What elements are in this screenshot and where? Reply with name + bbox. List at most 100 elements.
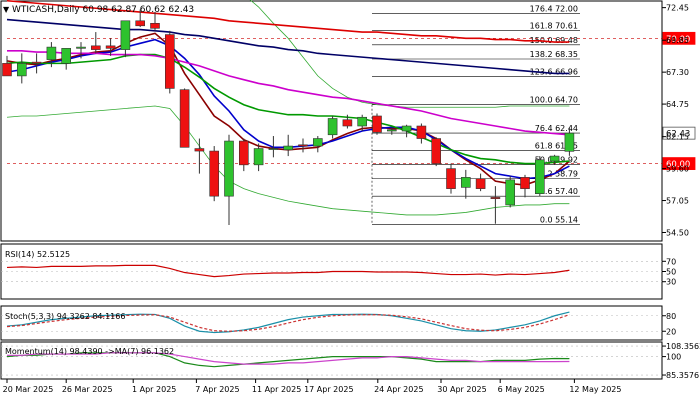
rsi-tick-label: 70 xyxy=(666,257,676,266)
candle-body xyxy=(386,129,397,132)
stoch-tick-label: 20 xyxy=(666,327,676,336)
moving-average-line-4 xyxy=(7,50,570,136)
x-tick-label: 24 Apr 2025 xyxy=(374,385,423,394)
candle-body xyxy=(253,148,264,166)
candle-10 xyxy=(135,9,145,28)
candle-body xyxy=(268,148,279,150)
candle-27 xyxy=(386,127,397,135)
candle-1 xyxy=(2,55,12,77)
fib-label-161.8: 161.8 70.61 xyxy=(530,22,578,31)
candle-23 xyxy=(327,115,338,139)
candle-19 xyxy=(268,136,279,158)
price-marker-box xyxy=(662,126,696,140)
candle-body xyxy=(209,150,219,197)
y-tick-label: 62.15 xyxy=(666,133,689,142)
momentum-tick-label: 100 xyxy=(666,353,681,362)
momentum-tick-label: 108.3562 xyxy=(666,342,700,351)
fib-label-38.2: 38.2 58.79 xyxy=(535,170,578,179)
candle-7 xyxy=(91,32,101,54)
momentum-series-line-2 xyxy=(7,352,570,365)
candle-38 xyxy=(549,154,560,165)
candle-24 xyxy=(342,114,353,129)
fib-label-176.4: 176.4 72.00 xyxy=(530,4,578,13)
x-tick-label: 12 May 2025 xyxy=(569,385,621,394)
price-marker-box xyxy=(662,31,696,45)
price-marker-box xyxy=(662,157,696,170)
y-tick-label: 67.30 xyxy=(666,68,689,77)
fib-label-150.0: 150.0 69.48 xyxy=(530,36,578,45)
candle-body xyxy=(534,159,545,194)
candle-body xyxy=(150,22,160,29)
candle-body xyxy=(105,45,116,49)
candle-35 xyxy=(505,176,516,208)
candle-3 xyxy=(31,53,42,74)
fib-label-123.6: 123.6 66.96 xyxy=(530,67,578,76)
candle-body xyxy=(490,197,501,199)
x-tick-label: 17 Apr 2025 xyxy=(304,385,353,394)
candle-body xyxy=(76,46,86,49)
candle-body xyxy=(239,140,249,166)
fib-label-23.6: 23.6 57.40 xyxy=(535,187,578,196)
candle-26 xyxy=(372,113,382,135)
moving-average-line-5 xyxy=(6,18,570,75)
candle-16 xyxy=(224,134,234,225)
candle-body xyxy=(505,179,516,206)
rsi-label: RSI(14) 52.5125 xyxy=(5,250,70,259)
fib-label-61.8: 61.8 61.05 xyxy=(535,141,578,150)
candle-body xyxy=(298,144,308,147)
candle-body xyxy=(401,125,412,132)
momentum-label: Momentum(14) 98.4390 ->MA(7) 96.1362 xyxy=(5,347,174,356)
y-tick-label: 72.45 xyxy=(666,4,689,13)
candle-29 xyxy=(416,123,427,144)
candle-39 xyxy=(564,127,575,156)
candle-4 xyxy=(46,42,57,68)
moving-average-line-3 xyxy=(6,53,570,165)
candle-15 xyxy=(209,146,219,202)
y-tick-label: 57.05 xyxy=(666,197,689,206)
price-marker-label: 70.00 xyxy=(666,35,690,45)
y-tick-label: 54.50 xyxy=(666,228,689,237)
candle-body xyxy=(446,168,456,189)
candle-13 xyxy=(179,88,190,148)
x-tick-label: 26 Mar 2025 xyxy=(62,385,113,394)
candle-body xyxy=(46,46,57,60)
candle-body xyxy=(61,48,72,64)
stoch-label: Stoch(5,3,3) 94.3262 84.1166 xyxy=(5,312,125,321)
candle-body xyxy=(120,20,131,50)
candle-36 xyxy=(520,174,530,198)
candle-18 xyxy=(253,143,264,172)
candle-34 xyxy=(490,186,501,224)
candle-body xyxy=(312,138,323,147)
candle-body xyxy=(357,116,368,127)
x-tick-label: 1 Apr 2025 xyxy=(132,385,176,394)
candle-body xyxy=(416,125,427,139)
candle-8 xyxy=(105,38,116,56)
fib-label-76.4: 76.4 62.44 xyxy=(535,124,578,133)
candle-25 xyxy=(357,114,368,132)
candle-body xyxy=(564,132,575,152)
candle-body xyxy=(194,148,205,152)
candle-6 xyxy=(76,42,86,59)
stoch-tick-label: 80 xyxy=(666,312,676,321)
candle-body xyxy=(431,138,442,164)
candle-37 xyxy=(534,156,545,197)
x-tick-label: 30 Apr 2025 xyxy=(437,385,486,394)
x-tick-label: 7 Apr 2025 xyxy=(195,385,239,394)
candle-14 xyxy=(194,138,205,174)
candle-body xyxy=(16,63,27,77)
fib-label-100.0: 100.0 64.70 xyxy=(530,96,578,105)
candle-5 xyxy=(61,48,72,70)
candle-body xyxy=(520,177,530,189)
candle-22 xyxy=(312,136,323,153)
candle-body xyxy=(91,45,101,50)
fib-label-138.2: 138.2 68.35 xyxy=(530,50,578,59)
candle-body xyxy=(475,178,486,189)
candle-body xyxy=(165,34,175,89)
chart-title: WTICASH,Daily 60.98 62.87 60.62 62.43 xyxy=(12,5,194,15)
y-tick-label: 69.85 xyxy=(666,36,689,45)
stoch-panel-frame xyxy=(0,305,663,341)
candle-body xyxy=(135,20,145,27)
candle-11 xyxy=(150,12,160,31)
candle-31 xyxy=(446,163,456,194)
fib-label-0.0: 0.0 55.14 xyxy=(540,215,578,224)
